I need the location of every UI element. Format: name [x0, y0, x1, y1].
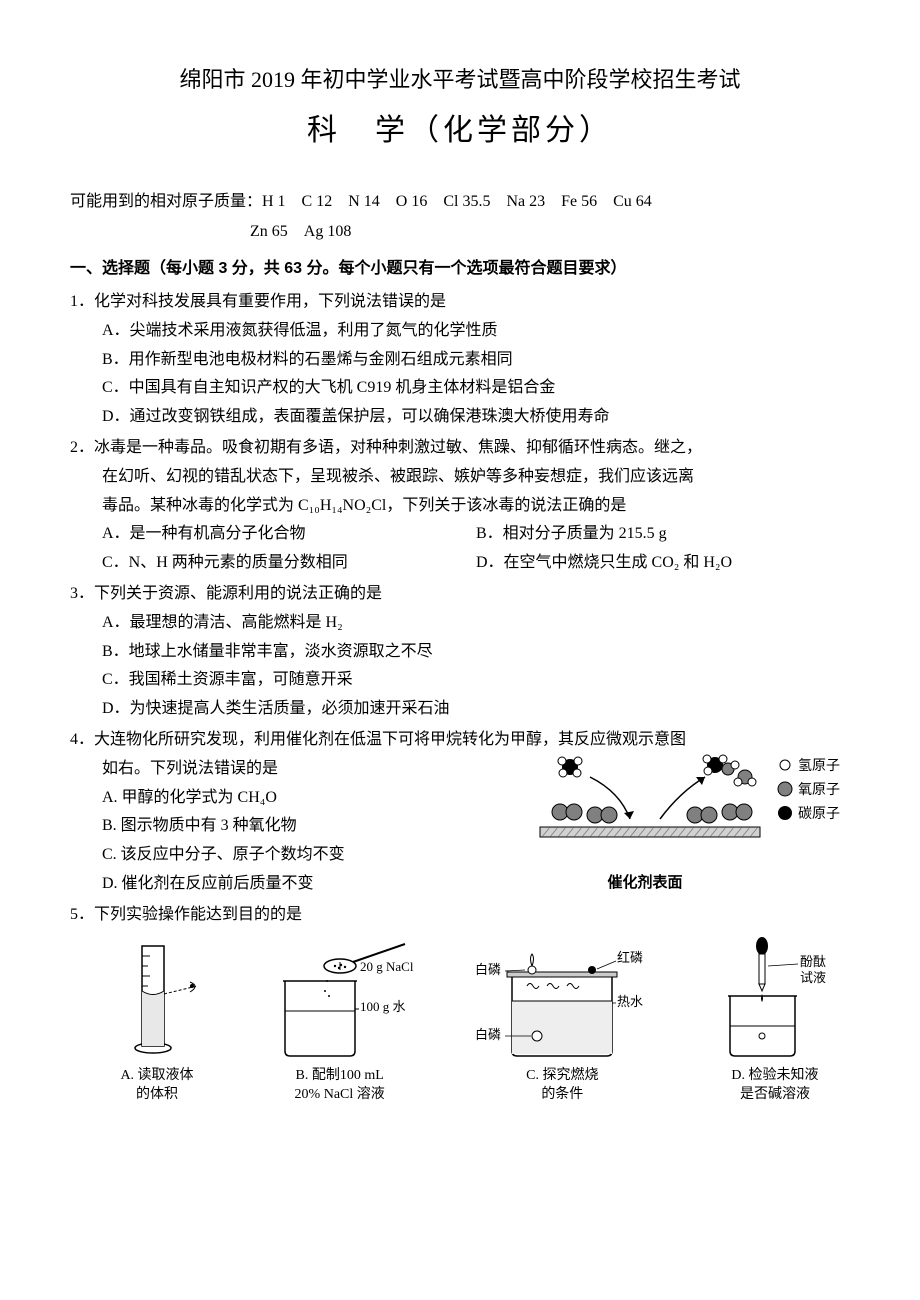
exam-title-line2: 科 学（化学部分） — [70, 104, 850, 158]
q3-opt-d: D．为快速提高人类生活质量，必须加速开采石油 — [70, 695, 850, 724]
q2-opt-d: D．在空气中燃烧只生成 CO₂ 和 H₂O — [476, 549, 850, 578]
q2-opt-a: A．是一种有机高分子化合物 — [102, 520, 476, 549]
svg-text:白磷: 白磷 — [475, 962, 501, 977]
q4-opt-b: B. 图示物质中有 3 种氧化物 — [70, 812, 530, 841]
q1-stem: 1．化学对科技发展具有重要作用，下列说法错误的是 — [70, 288, 850, 317]
question-1: 1．化学对科技发展具有重要作用，下列说法错误的是 A．尖端技术采用液氮获得低温，… — [70, 288, 850, 432]
q2-opt-c: C．N、H 两种元素的质量分数相同 — [102, 549, 476, 578]
molecule-h2o-icon — [734, 770, 756, 786]
q4-opt-a: A. 甲醇的化学式为 CH₄O — [70, 784, 530, 813]
q3-stem: 3．下列关于资源、能源利用的说法正确的是 — [70, 580, 850, 609]
molecule-ch4-icon — [558, 757, 582, 777]
svg-text:试液: 试液 — [800, 970, 826, 985]
exam-title-line1: 绵阳市 2019 年初中学业水平考试暨高中阶段学校招生考试 — [70, 60, 850, 100]
q5-b-cap2: 20% NaCl 溶液 — [255, 1085, 425, 1105]
q2-stem-2: 在幻听、幻视的错乱状态下，呈现被杀、被跟踪、嫉妒等多种妄想症，我们应该远离 — [70, 463, 850, 492]
q4-opt-c: C. 该反应中分子、原子个数均不变 — [70, 841, 530, 870]
q3-opt-c: C．我国稀土资源丰富，可随意开采 — [70, 666, 850, 695]
svg-text:热水: 热水 — [617, 994, 643, 1009]
svg-text:酚酞: 酚酞 — [800, 954, 826, 969]
atomic-mass-line1: 可能用到的相对原子质量：H 1 C 12 N 14 O 16 Cl 35.5 N… — [70, 188, 850, 217]
molecule-o2-left2-icon — [587, 807, 617, 823]
legend-c: 碳原子 — [798, 806, 840, 822]
q5-a-cap1: A. 读取液体 — [102, 1066, 212, 1086]
catalyst-surface-label: 催化剂表面 — [530, 869, 760, 896]
q5-d-cap2: 是否碱溶液 — [700, 1085, 850, 1105]
q4-opt-d: D. 催化剂在反应前后质量不变 — [70, 870, 530, 899]
molecule-ch3oh-icon — [703, 755, 739, 775]
q1-opt-d: D．通过改变钢铁组成，表面覆盖保护层，可以确保港珠澳大桥使用寿命 — [70, 403, 850, 432]
question-4: 4．大连物化所研究发现，利用催化剂在低温下可将甲烷转化为甲醇，其反应微观示意图 … — [70, 726, 850, 899]
q4-stem-2: 如右。下列说法错误的是 — [70, 755, 530, 784]
q2-stem-3: 毒品。某种冰毒的化学式为 C₁₀H₁₄NO₂Cl，下列关于该冰毒的说法正确的是 — [70, 492, 850, 521]
molecule-o2-right2-icon — [722, 804, 752, 820]
q5-a-cap2: 的体积 — [102, 1085, 212, 1105]
q1-opt-b: B．用作新型电池电极材料的石墨烯与金刚石组成元素相同 — [70, 346, 850, 375]
section-heading: 一、选择题（每小题 3 分，共 63 分。每个小题只有一个选项最符合题目要求） — [70, 255, 850, 284]
q2-opt-b: B．相对分子质量为 215.5 g — [476, 520, 850, 549]
q3-opt-a: A．最理想的清洁、高能燃料是 H₂ — [70, 609, 850, 638]
molecule-o2-left-icon — [552, 804, 582, 820]
q5-c-cap1: C. 探究燃烧 — [467, 1066, 657, 1086]
svg-text:白磷: 白磷 — [475, 1027, 501, 1042]
svg-text:20 g NaCl: 20 g NaCl — [360, 959, 414, 974]
svg-text:红磷: 红磷 — [617, 950, 643, 965]
q5-figure-d: 酚酞 试液 D. 检验未知液 是否碱溶液 — [700, 936, 850, 1105]
q1-opt-c: C．中国具有自主知识产权的大飞机 C919 机身主体材料是铝合金 — [70, 374, 850, 403]
q5-stem: 5．下列实验操作能达到目的的是 — [70, 901, 850, 930]
atomic-mass-line2: Zn 65 Ag 108 — [70, 218, 850, 247]
q2-stem-1: 2．冰毒是一种毒品。吸食初期有多语，对种种刺激过敏、焦躁、抑郁循环性病态。继之， — [70, 434, 850, 463]
q5-figure-c: 白磷 红磷 热水 白磷 C. 探究燃烧 的条件 — [467, 936, 657, 1105]
q5-c-cap2: 的条件 — [467, 1085, 657, 1105]
q5-d-cap1: D. 检验未知液 — [700, 1066, 850, 1086]
q5-b-cap1: B. 配制100 mL — [255, 1066, 425, 1086]
q1-opt-a: A．尖端技术采用液氮获得低温，利用了氮气的化学性质 — [70, 317, 850, 346]
legend-o: 氧原子 — [798, 782, 840, 798]
question-3: 3．下列关于资源、能源利用的说法正确的是 A．最理想的清洁、高能燃料是 H₂ B… — [70, 580, 850, 724]
question-2: 2．冰毒是一种毒品。吸食初期有多语，对种种刺激过敏、焦躁、抑郁循环性病态。继之，… — [70, 434, 850, 578]
q4-figure: 氢原子 氧原子 碳原子 催化剂表面 — [530, 747, 850, 896]
q5-figure-a: A. 读取液体 的体积 — [102, 936, 212, 1105]
q5-figure-b: 20 g NaCl 100 g 水 B. 配制100 mL 20% NaCl 溶… — [255, 936, 425, 1105]
question-5: 5．下列实验操作能达到目的的是 — [70, 901, 850, 1105]
svg-text:100 g 水: 100 g 水 — [360, 999, 406, 1014]
q3-opt-b: B．地球上水储量非常丰富，淡水资源取之不尽 — [70, 638, 850, 667]
legend-h: 氢原子 — [798, 758, 840, 774]
molecule-o2-right-icon — [687, 807, 717, 823]
